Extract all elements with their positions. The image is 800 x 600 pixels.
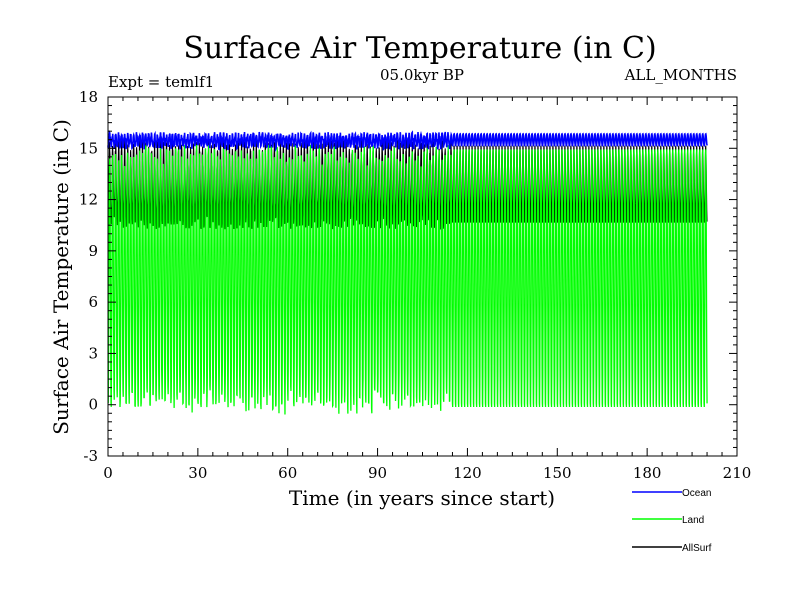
y-tick-label: 15: [79, 139, 98, 157]
y-tick-label: 18: [79, 88, 98, 106]
x-tick-label: 150: [543, 464, 572, 482]
y-tick-label: 0: [88, 396, 98, 414]
x-tick-label: 90: [368, 464, 387, 482]
series-ocean-line: [107, 129, 708, 153]
y-tick-label: 12: [79, 191, 98, 209]
legend-label-land: Land: [682, 515, 704, 526]
axis-ticks: [107, 96, 738, 457]
x-tick-label: 120: [453, 464, 482, 482]
y-tick-label: -3: [83, 447, 98, 465]
months-label: ALL_MONTHS: [624, 66, 737, 84]
y-tick-label: 3: [88, 344, 98, 362]
y-tick-labels: -3 0 3 6 9 12 15 18: [79, 88, 98, 465]
legend-label-ocean: Ocean: [682, 488, 711, 499]
x-tick-label: 180: [633, 464, 662, 482]
experiment-label: Expt = temlf1: [108, 73, 214, 91]
x-tick-labels: 0 30 60 90 120 150 180 210: [103, 464, 751, 482]
series-allsurf-line: [107, 138, 708, 230]
x-tick-label: 60: [278, 464, 297, 482]
period-label: 05.0kyr BP: [380, 66, 464, 84]
legend-label-allsurf: AllSurf: [682, 543, 712, 554]
x-tick-label: 210: [723, 464, 752, 482]
y-axis-label: Surface Air Temperature (in C): [49, 119, 73, 435]
y-tick-label: 9: [88, 242, 98, 260]
x-tick-label: 30: [188, 464, 207, 482]
plot-series: [107, 129, 708, 415]
chart-title: Surface Air Temperature (in C): [183, 31, 656, 66]
series-land-line: [107, 144, 708, 415]
legend: Ocean Land AllSurf: [632, 488, 712, 554]
x-tick-label: 0: [103, 464, 113, 482]
x-axis-label: Time (in years since start): [289, 486, 555, 510]
y-tick-label: 6: [88, 293, 98, 311]
